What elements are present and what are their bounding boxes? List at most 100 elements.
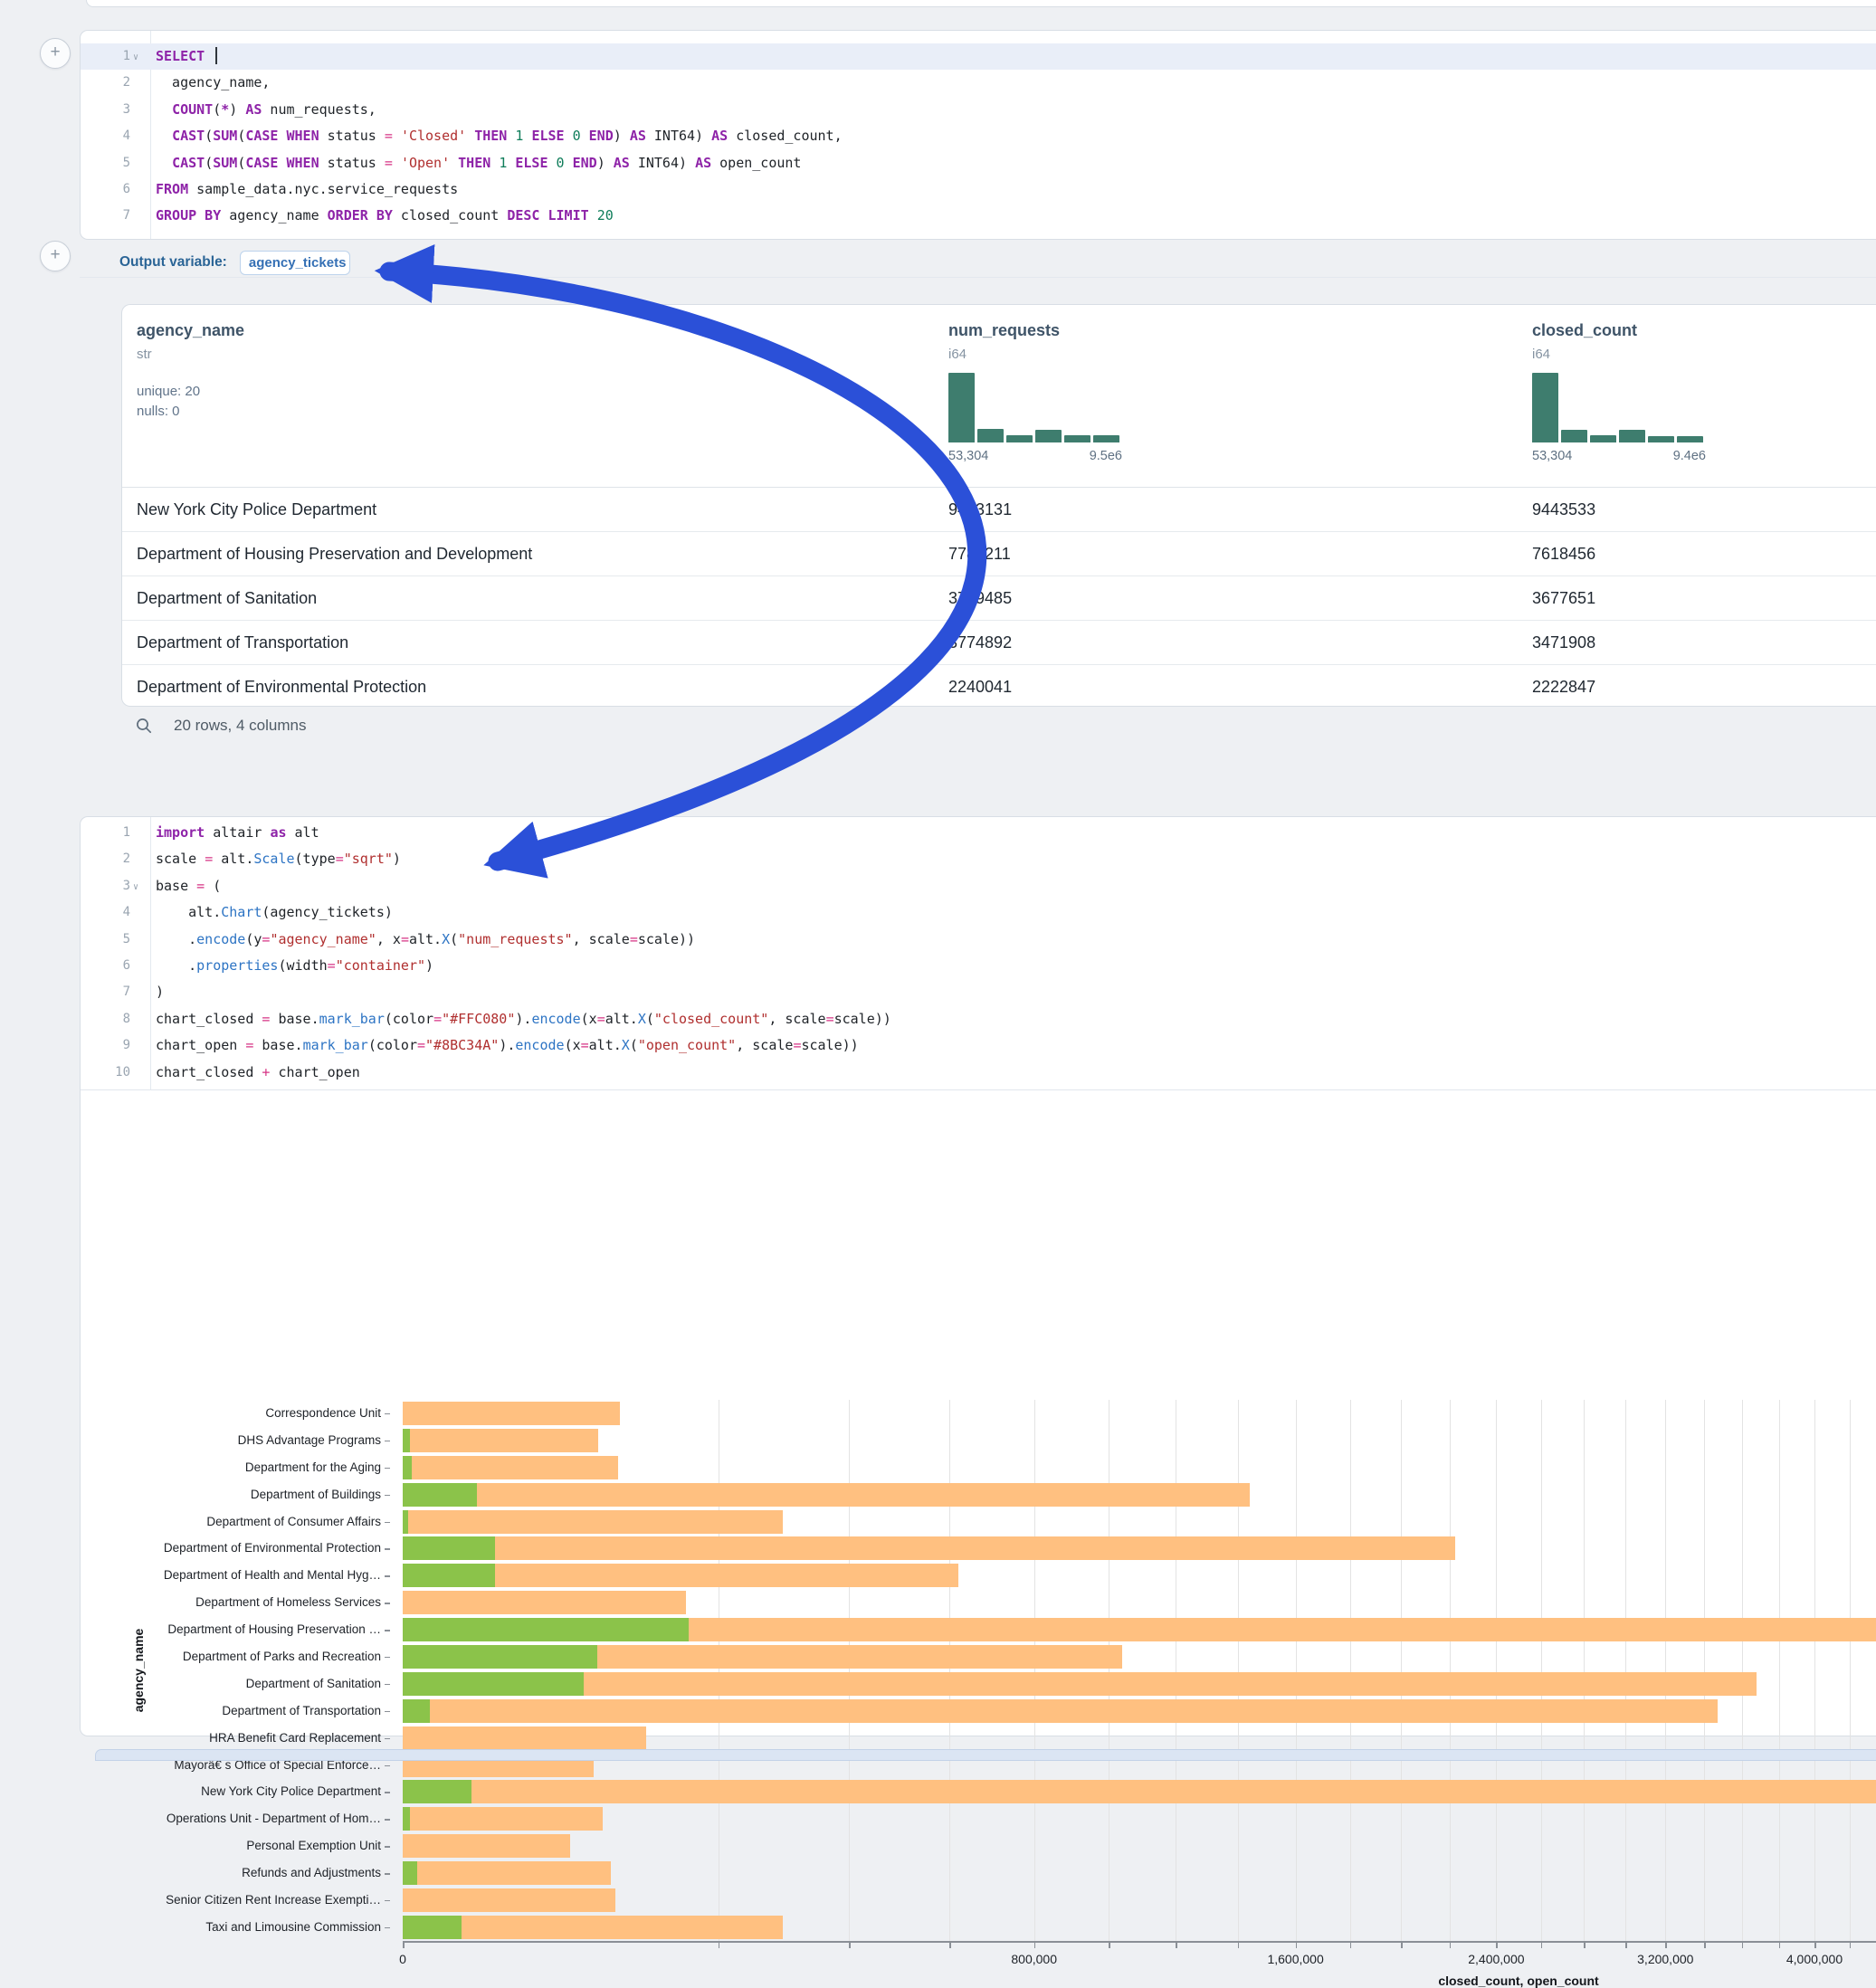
table-row[interactable]: Department of Transportation377489234719…	[122, 621, 1876, 665]
line-number: 9	[81, 1032, 130, 1059]
code-line[interactable]: 1∨SELECT	[81, 43, 1876, 70]
python-code-block[interactable]: 1import altair as alt2scale = alt.Scale(…	[81, 817, 1876, 1090]
chart-y-label: Operations Unit - Department of Hom…	[81, 1805, 395, 1832]
code-token: closed_count	[393, 207, 507, 224]
code-token: base.	[270, 1011, 319, 1027]
table-row[interactable]: Department of Environmental Protection22…	[122, 665, 1876, 709]
code-token: scale	[156, 851, 205, 867]
line-number: 4	[81, 123, 130, 149]
add-cell-button-middle[interactable]: +	[40, 241, 71, 271]
chart-x-label: 1,600,000	[1267, 1952, 1323, 1966]
code-line[interactable]: 8chart_closed = base.mark_bar(color="#FF…	[81, 1006, 1876, 1032]
table-cell: 3471908	[1532, 621, 1595, 664]
bar-closed-count	[403, 1429, 598, 1452]
table-cell: 9443533	[1532, 488, 1595, 531]
chart-y-label: Refunds and Adjustments	[81, 1860, 395, 1887]
code-line[interactable]: 2scale = alt.Scale(type="sqrt")	[81, 846, 1876, 872]
code-line[interactable]: 10chart_closed + chart_open	[81, 1060, 1876, 1086]
code-line[interactable]: 1import altair as alt	[81, 820, 1876, 846]
add-cell-button-top[interactable]: +	[40, 38, 71, 69]
chart-bar-row	[403, 1454, 1876, 1481]
histogram-bar	[977, 429, 1004, 442]
table-row[interactable]: New York City Police Department945313194…	[122, 488, 1876, 532]
code-token: "sqrt"	[344, 851, 393, 867]
search-icon[interactable]	[136, 718, 152, 734]
code-text: import altair as alt	[156, 820, 319, 846]
code-line[interactable]: 5 CAST(SUM(CASE WHEN status = 'Open' THE…	[81, 150, 1876, 176]
previous-cell-edge	[86, 0, 1876, 7]
code-token: ).	[515, 1011, 531, 1027]
y-tick	[385, 1522, 390, 1524]
code-line[interactable]: 5 .encode(y="agency_name", x=alt.X("num_…	[81, 927, 1876, 953]
code-token: (	[630, 1037, 638, 1053]
chart-y-label: Department for the Aging	[81, 1454, 395, 1481]
bar-open-count	[403, 1645, 597, 1669]
code-line[interactable]: 9chart_open = base.mark_bar(color="#8BC3…	[81, 1032, 1876, 1059]
code-line[interactable]: 3∨base = (	[81, 873, 1876, 899]
code-line[interactable]: 7)	[81, 979, 1876, 1005]
code-token	[450, 155, 458, 171]
code-token: .	[156, 957, 196, 974]
code-token: (	[205, 878, 221, 894]
chart-bar-row	[403, 1914, 1876, 1941]
bar-closed-count	[403, 1888, 615, 1912]
code-token	[156, 155, 172, 171]
bar-open-count	[403, 1564, 495, 1587]
code-token: (width	[278, 957, 327, 974]
code-line[interactable]: 2 agency_name,	[81, 70, 1876, 96]
code-line[interactable]: 4 CAST(SUM(CASE WHEN status = 'Closed' T…	[81, 123, 1876, 149]
code-token: INT64)	[646, 128, 703, 144]
code-token: encode	[196, 931, 245, 947]
code-token	[393, 155, 401, 171]
chart-bar-row	[403, 1698, 1876, 1725]
code-token: "agency_name"	[270, 931, 376, 947]
bar-open-count	[403, 1672, 584, 1696]
chart-y-label: Personal Exemption Unit	[81, 1832, 395, 1860]
python-code-editor[interactable]: 1import altair as alt2scale = alt.Scale(…	[81, 817, 1876, 1086]
table-cell: 3749485	[948, 576, 1012, 620]
code-token: , scale	[736, 1037, 793, 1053]
code-token: (agency_tickets)	[262, 904, 393, 920]
code-token: alt	[287, 824, 319, 841]
sql-code-editor[interactable]: 1∨SELECT 2 agency_name,3 COUNT(*) AS num…	[81, 31, 1876, 230]
histogram-bar	[1532, 373, 1558, 442]
column-header-closed_count[interactable]: closed_counti6453,3049.4e6	[1532, 321, 1706, 463]
column-header-num_requests[interactable]: num_requestsi6453,3049.5e6	[948, 321, 1122, 463]
output-variable-pill[interactable]: agency_tickets	[240, 251, 350, 275]
code-line[interactable]: 7GROUP BY agency_name ORDER BY closed_co…	[81, 203, 1876, 229]
histogram-bar	[1677, 436, 1703, 442]
bar-open-count	[403, 1429, 410, 1452]
code-line[interactable]: 4 alt.Chart(agency_tickets)	[81, 899, 1876, 926]
code-line[interactable]: 6FROM sample_data.nyc.service_requests	[81, 176, 1876, 203]
next-cell-edge[interactable]	[95, 1749, 1876, 1761]
fold-chevron-icon[interactable]: ∨	[133, 44, 138, 71]
code-token: as	[270, 824, 286, 841]
table-row[interactable]: Department of Sanitation37494853677651	[122, 576, 1876, 621]
x-tick	[1496, 1943, 1498, 1948]
code-line[interactable]: 6 .properties(width="container")	[81, 953, 1876, 979]
code-token: X	[622, 1037, 630, 1053]
chart-y-label: New York City Police Department	[81, 1778, 395, 1805]
bar-open-count	[403, 1780, 471, 1803]
y-tick	[385, 1927, 390, 1929]
table-row[interactable]: Department of Housing Preservation and D…	[122, 532, 1876, 576]
bar-closed-count	[403, 1536, 1455, 1560]
line-number: 10	[81, 1060, 130, 1086]
code-token: status	[319, 155, 385, 171]
chart-y-label: HRA Benefit Card Replacement	[81, 1725, 395, 1752]
code-text: GROUP BY agency_name ORDER BY closed_cou…	[156, 203, 614, 229]
code-line[interactable]: 3 COUNT(*) AS num_requests,	[81, 97, 1876, 123]
code-text: CAST(SUM(CASE WHEN status = 'Closed' THE…	[156, 123, 843, 149]
chart-plot-area	[403, 1400, 1876, 1941]
code-token	[589, 207, 597, 224]
fold-chevron-icon[interactable]: ∨	[133, 874, 138, 900]
code-token: =	[205, 851, 213, 867]
histogram-bar	[1064, 435, 1090, 442]
code-token: Scale	[253, 851, 294, 867]
column-header-agency_name[interactable]: agency_namestrunique: 20nulls: 0	[137, 321, 244, 422]
code-token: (	[450, 931, 458, 947]
python-cell[interactable]: 1import altair as alt2scale = alt.Scale(…	[80, 816, 1876, 1736]
chart-y-label: Correspondence Unit	[81, 1400, 395, 1427]
y-tick	[385, 1900, 390, 1902]
sql-cell[interactable]: 1∨SELECT 2 agency_name,3 COUNT(*) AS num…	[80, 30, 1876, 240]
